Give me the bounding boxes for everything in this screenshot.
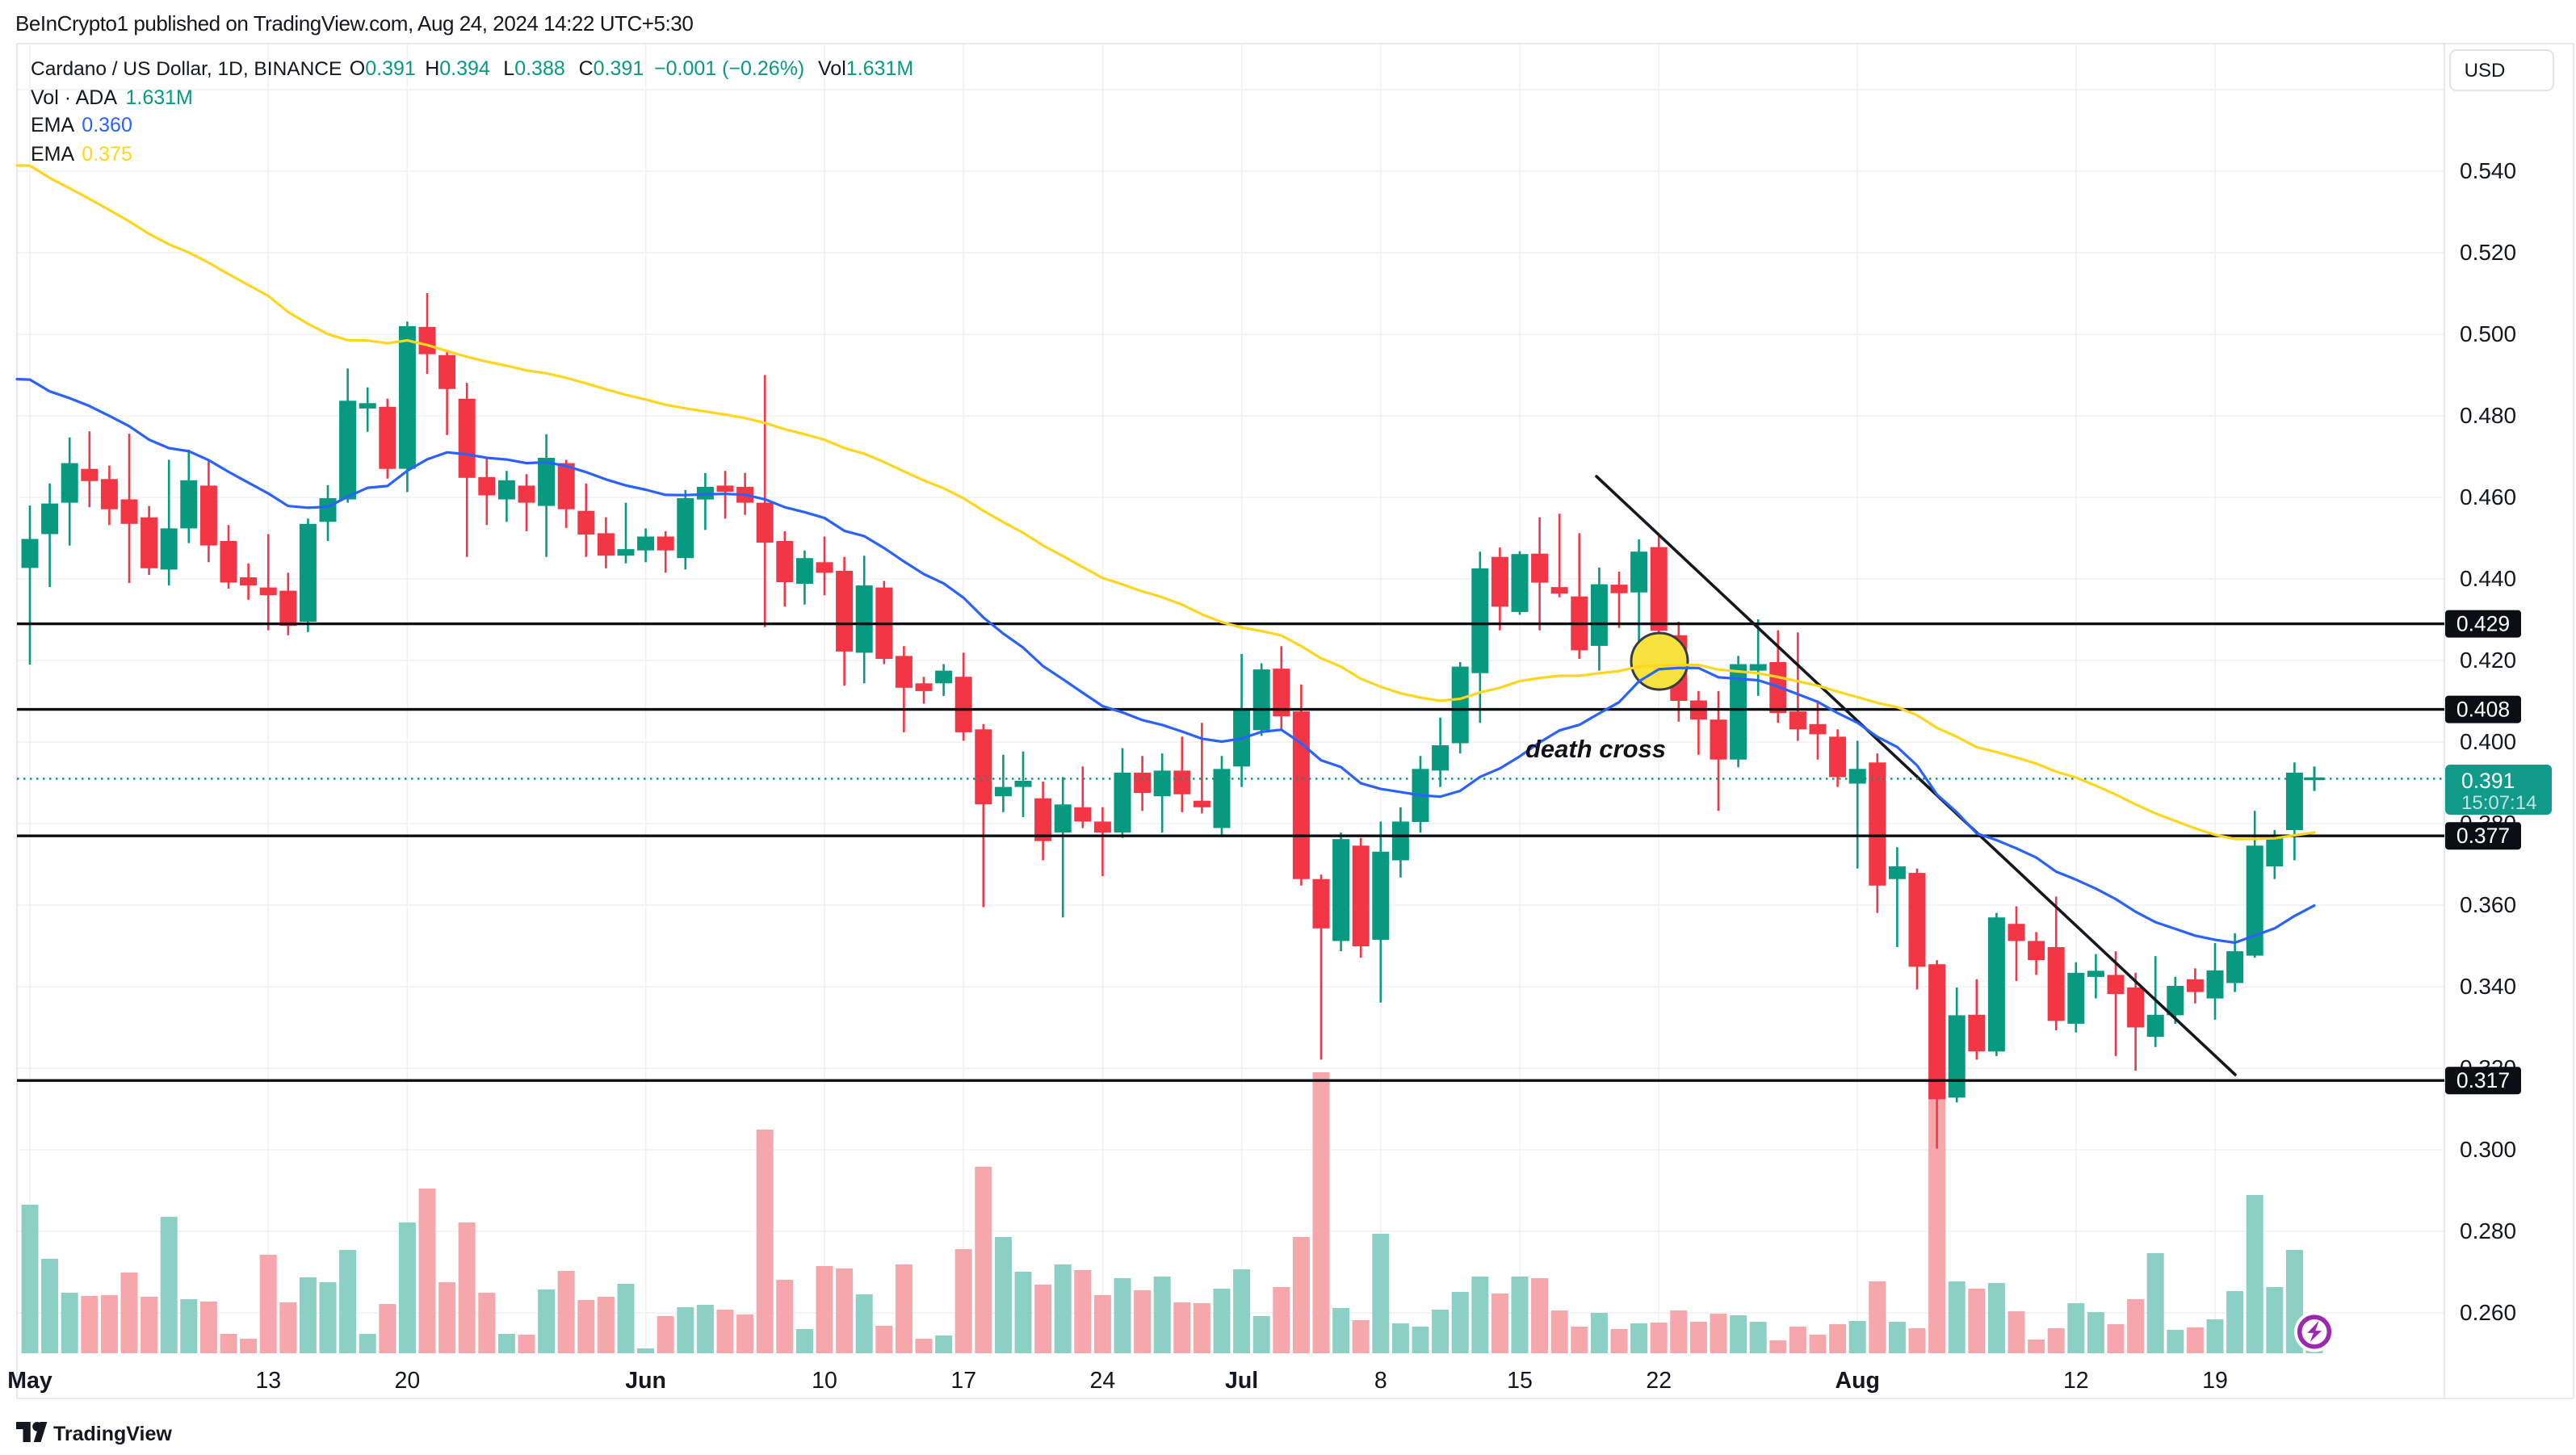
svg-text:EMA: EMA bbox=[31, 143, 75, 166]
svg-text:0.400: 0.400 bbox=[2460, 729, 2516, 754]
svg-text:10: 10 bbox=[812, 1368, 837, 1394]
svg-text:0.391: 0.391 bbox=[2461, 769, 2515, 793]
svg-text:19: 19 bbox=[2202, 1368, 2228, 1394]
svg-text:22: 22 bbox=[1646, 1368, 1672, 1394]
svg-text:Vol1.631M: Vol1.631M bbox=[818, 57, 913, 80]
svg-text:H0.394: H0.394 bbox=[425, 57, 490, 80]
svg-text:0.360: 0.360 bbox=[82, 114, 132, 136]
svg-text:0.300: 0.300 bbox=[2460, 1137, 2516, 1162]
svg-text:0.480: 0.480 bbox=[2460, 403, 2516, 428]
svg-text:TradingView: TradingView bbox=[53, 1423, 172, 1445]
svg-text:0.520: 0.520 bbox=[2460, 240, 2516, 265]
svg-text:20: 20 bbox=[395, 1368, 421, 1394]
svg-text:0.540: 0.540 bbox=[2460, 158, 2516, 183]
svg-text:EMA: EMA bbox=[31, 114, 75, 136]
svg-text:0.280: 0.280 bbox=[2460, 1218, 2516, 1243]
svg-text:0.500: 0.500 bbox=[2460, 321, 2516, 346]
svg-text:0.375: 0.375 bbox=[82, 143, 132, 166]
svg-text:USD: USD bbox=[2465, 60, 2506, 82]
svg-text:0.429: 0.429 bbox=[2456, 612, 2510, 636]
svg-text:13: 13 bbox=[255, 1368, 281, 1394]
svg-text:0.377: 0.377 bbox=[2456, 824, 2510, 848]
svg-text:Vol · ADA: Vol · ADA bbox=[31, 86, 117, 109]
svg-text:0.260: 0.260 bbox=[2460, 1300, 2516, 1325]
svg-text:0.340: 0.340 bbox=[2460, 974, 2516, 999]
svg-text:0.360: 0.360 bbox=[2460, 892, 2516, 917]
svg-text:1.631M: 1.631M bbox=[126, 86, 193, 109]
svg-text:Jul: Jul bbox=[1225, 1368, 1258, 1394]
svg-text:15:07:14: 15:07:14 bbox=[2461, 792, 2536, 814]
svg-text:−0.001 (−0.26%): −0.001 (−0.26%) bbox=[654, 57, 804, 80]
svg-text:12: 12 bbox=[2063, 1368, 2089, 1394]
svg-text:O0.391: O0.391 bbox=[350, 57, 416, 80]
svg-text:L0.388: L0.388 bbox=[503, 57, 564, 80]
svg-text:Cardano / US Dollar, 1D, BINAN: Cardano / US Dollar, 1D, BINANCE bbox=[31, 58, 342, 80]
svg-text:0.317: 0.317 bbox=[2456, 1068, 2510, 1092]
svg-text:0.460: 0.460 bbox=[2460, 484, 2516, 509]
svg-text:May: May bbox=[7, 1368, 52, 1394]
svg-text:BeInCrypto1 published on Tradi: BeInCrypto1 published on TradingView.com… bbox=[15, 11, 693, 36]
svg-text:8: 8 bbox=[1374, 1368, 1387, 1394]
svg-text:death cross: death cross bbox=[1525, 735, 1666, 763]
svg-text:Aug: Aug bbox=[1835, 1368, 1879, 1394]
svg-text:17: 17 bbox=[950, 1368, 976, 1394]
svg-text:C0.391: C0.391 bbox=[579, 57, 644, 80]
svg-text:0.408: 0.408 bbox=[2456, 698, 2510, 722]
svg-text:Jun: Jun bbox=[625, 1368, 666, 1394]
svg-text:0.440: 0.440 bbox=[2460, 566, 2516, 591]
svg-text:0.420: 0.420 bbox=[2460, 648, 2516, 673]
svg-text:24: 24 bbox=[1090, 1368, 1116, 1394]
svg-text:15: 15 bbox=[1507, 1368, 1533, 1394]
